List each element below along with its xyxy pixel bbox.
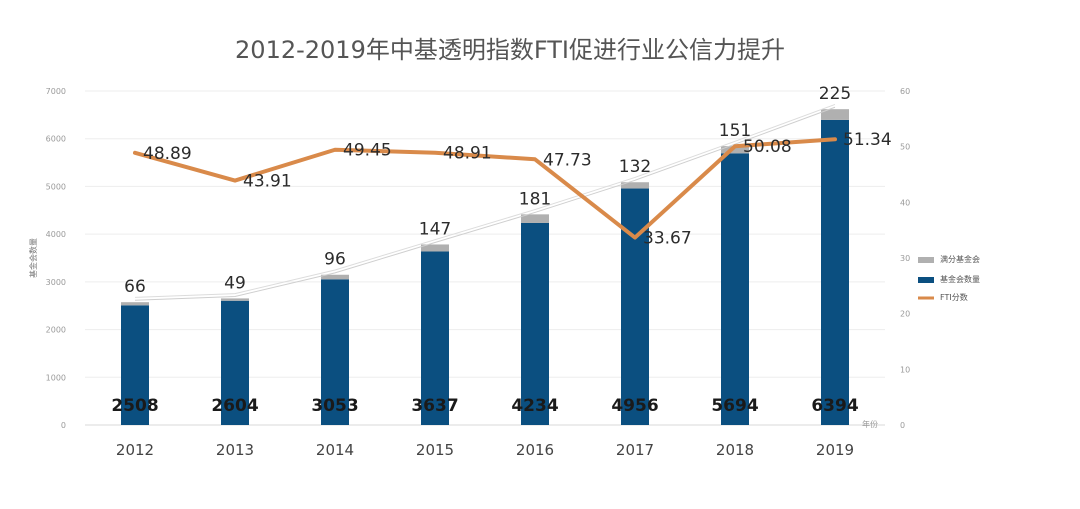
legend-label-fti: FTI分数 bbox=[940, 292, 968, 302]
left-tick-label: 2000 bbox=[46, 326, 66, 335]
left-tick-label: 6000 bbox=[46, 135, 66, 144]
fti-value-label: 50.08 bbox=[743, 137, 792, 157]
bar-value-label: 3637 bbox=[411, 396, 458, 416]
x-tick-label: 2013 bbox=[216, 441, 254, 459]
bar-value-label: 5694 bbox=[711, 396, 758, 416]
fullscore-value-label: 66 bbox=[124, 277, 146, 297]
fti-value-label: 48.89 bbox=[143, 144, 192, 164]
bar-value-label: 2508 bbox=[111, 396, 158, 416]
x-tick-label: 2012 bbox=[116, 441, 154, 459]
bar-foundation-count bbox=[721, 153, 749, 425]
x-tick-label: 2018 bbox=[716, 441, 754, 459]
fullscore-value-label: 147 bbox=[419, 219, 451, 239]
chart-title: 2012-2019年中基透明指数FTI促进行业公信力提升 bbox=[235, 36, 785, 64]
right-tick-label: 20 bbox=[900, 310, 910, 319]
right-tick-label: 50 bbox=[900, 143, 910, 152]
bar-value-label: 4956 bbox=[611, 396, 658, 416]
bar-fullscore-cap bbox=[221, 298, 249, 301]
bar-value-label: 4234 bbox=[511, 396, 558, 416]
bar-foundation-count bbox=[221, 300, 249, 425]
bar-foundation-count bbox=[321, 279, 349, 425]
trend-line-lower bbox=[134, 103, 836, 298]
bar-fullscore-cap bbox=[821, 109, 849, 120]
x-axis-unit: 年份 bbox=[862, 419, 878, 429]
fti-value-label: 49.45 bbox=[343, 141, 392, 161]
left-tick-label: 4000 bbox=[46, 230, 66, 239]
x-tick-label: 2017 bbox=[616, 441, 654, 459]
fullscore-value-label: 151 bbox=[719, 121, 751, 141]
fullscore-value-label: 49 bbox=[224, 273, 246, 293]
left-tick-label: 0 bbox=[61, 421, 66, 430]
left-tick-label: 1000 bbox=[46, 373, 66, 382]
left-tick-label: 3000 bbox=[46, 278, 66, 287]
trend-line-upper bbox=[134, 106, 836, 301]
bar-fullscore-cap bbox=[421, 244, 449, 252]
fti-line bbox=[133, 137, 837, 240]
fti-value-label: 33.67 bbox=[643, 229, 692, 249]
bar-value-label: 2604 bbox=[211, 396, 258, 416]
legend-label-foundation: 基金会数量 bbox=[940, 274, 980, 284]
x-tick-label: 2014 bbox=[316, 441, 354, 459]
fti-value-label: 48.91 bbox=[443, 144, 492, 164]
fullscore-value-label: 132 bbox=[619, 157, 651, 177]
right-tick-label: 30 bbox=[900, 254, 910, 263]
right-tick-label: 0 bbox=[900, 421, 905, 430]
legend-swatch-fullscore bbox=[918, 257, 934, 263]
bar-fullscore-cap bbox=[521, 214, 549, 223]
x-tick-label: 2015 bbox=[416, 441, 454, 459]
x-tick-label: 2016 bbox=[516, 441, 554, 459]
right-tick-label: 60 bbox=[900, 87, 910, 96]
right-tick-label: 40 bbox=[900, 198, 910, 207]
bar-foundation-count bbox=[621, 188, 649, 425]
fullscore-value-label: 181 bbox=[519, 189, 551, 209]
bar-fullscore-cap bbox=[321, 274, 349, 280]
legend-label-fullscore: 满分基金会 bbox=[940, 254, 980, 264]
bar-value-label: 6394 bbox=[811, 396, 858, 416]
left-tick-label: 5000 bbox=[46, 182, 66, 191]
bar-fullscore-cap bbox=[621, 182, 649, 189]
fullscore-value-label: 96 bbox=[324, 250, 346, 270]
bar-value-label: 3053 bbox=[311, 396, 358, 416]
fti-value-label: 51.34 bbox=[843, 130, 892, 150]
bar-foundation-count bbox=[821, 119, 849, 425]
x-tick-label: 2019 bbox=[816, 441, 854, 459]
fti-value-label: 43.91 bbox=[243, 172, 292, 192]
legend-swatch-foundation bbox=[918, 277, 934, 283]
bar-fullscore-cap bbox=[121, 302, 149, 306]
bar-foundation-count bbox=[121, 305, 149, 425]
bar-foundation-count bbox=[421, 251, 449, 425]
left-tick-label: 7000 bbox=[46, 87, 66, 96]
bar-foundation-count bbox=[521, 222, 549, 425]
left-axis-title: 基金会数量 bbox=[28, 238, 38, 278]
fullscore-value-label: 225 bbox=[819, 84, 851, 104]
bar-fullscore-cap bbox=[721, 146, 749, 154]
fti-value-label: 47.73 bbox=[543, 150, 592, 170]
right-tick-label: 10 bbox=[900, 365, 910, 374]
